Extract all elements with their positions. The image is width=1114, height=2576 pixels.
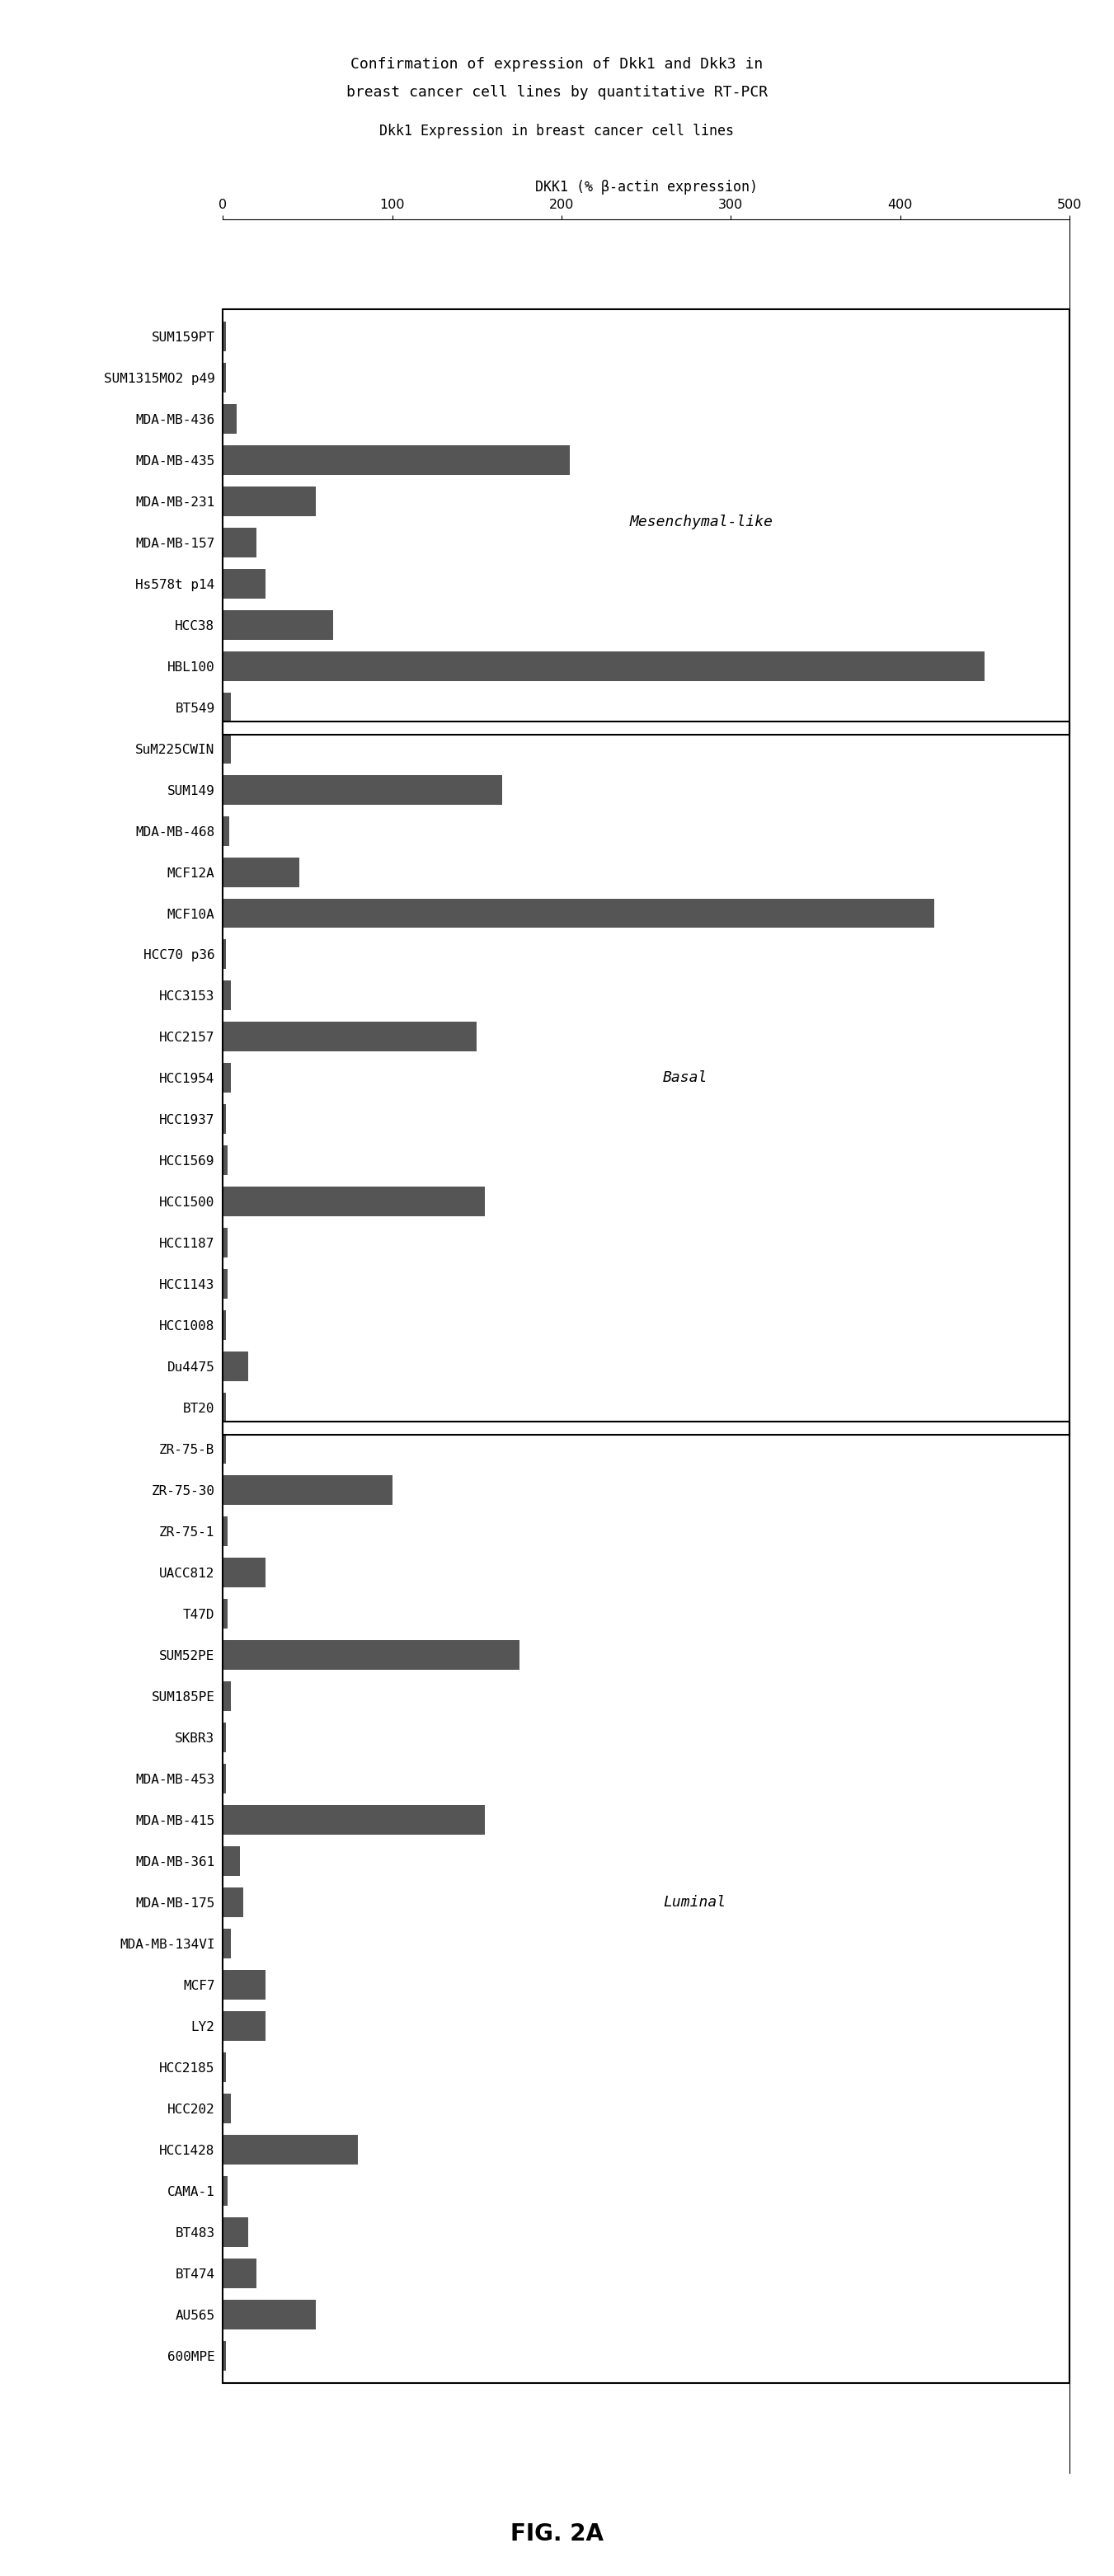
- Text: Dkk1 Expression in breast cancer cell lines: Dkk1 Expression in breast cancer cell li…: [380, 124, 734, 139]
- Bar: [223, 1929, 232, 1958]
- Bar: [223, 1847, 240, 1875]
- Bar: [223, 693, 232, 721]
- Bar: [223, 1641, 519, 1669]
- Bar: [223, 1270, 228, 1298]
- Bar: [223, 1105, 226, 1133]
- Bar: [223, 1435, 226, 1463]
- Bar: [223, 2300, 316, 2329]
- Bar: [223, 1146, 228, 1175]
- Bar: [223, 1558, 265, 1587]
- Bar: [223, 1311, 226, 1340]
- Bar: [223, 721, 1069, 1435]
- Bar: [223, 528, 256, 556]
- Bar: [223, 2136, 359, 2164]
- Text: breast cancer cell lines by quantitative RT-PCR: breast cancer cell lines by quantitative…: [346, 85, 768, 100]
- Bar: [223, 446, 570, 474]
- Bar: [223, 1517, 228, 1546]
- Text: Basal: Basal: [663, 1072, 707, 1084]
- Bar: [223, 1806, 486, 1834]
- Bar: [223, 2342, 226, 2370]
- Bar: [223, 2012, 265, 2040]
- Bar: [223, 1023, 477, 1051]
- Bar: [223, 652, 985, 680]
- Text: FIG. 2A: FIG. 2A: [510, 2522, 604, 2545]
- Bar: [223, 1064, 232, 1092]
- Bar: [223, 309, 1069, 734]
- Bar: [223, 734, 232, 762]
- Bar: [223, 2053, 226, 2081]
- X-axis label: DKK1 (% β-actin expression): DKK1 (% β-actin expression): [535, 180, 758, 196]
- Bar: [223, 363, 226, 392]
- Bar: [223, 1422, 1069, 2383]
- Bar: [223, 1229, 228, 1257]
- Bar: [223, 1723, 226, 1752]
- Bar: [223, 487, 316, 515]
- Bar: [223, 817, 229, 845]
- Bar: [223, 1476, 392, 1504]
- Bar: [223, 2177, 228, 2205]
- Bar: [223, 1888, 243, 1917]
- Bar: [223, 1188, 486, 1216]
- Bar: [223, 2259, 256, 2287]
- Bar: [223, 2094, 232, 2123]
- Bar: [223, 322, 226, 350]
- Bar: [223, 404, 236, 433]
- Bar: [223, 858, 299, 886]
- Text: Luminal: Luminal: [663, 1896, 726, 1909]
- Bar: [223, 899, 934, 927]
- Bar: [223, 1600, 228, 1628]
- Bar: [223, 1971, 265, 1999]
- Text: Mesenchymal-like: Mesenchymal-like: [629, 515, 773, 528]
- Bar: [223, 611, 333, 639]
- Bar: [223, 775, 502, 804]
- Bar: [223, 2218, 248, 2246]
- Bar: [223, 1682, 232, 1710]
- Bar: [223, 1394, 226, 1422]
- Bar: [223, 940, 226, 969]
- Bar: [223, 981, 232, 1010]
- Bar: [223, 1352, 248, 1381]
- Bar: [223, 1765, 226, 1793]
- Bar: [223, 569, 265, 598]
- Text: Confirmation of expression of Dkk1 and Dkk3 in: Confirmation of expression of Dkk1 and D…: [351, 57, 763, 72]
